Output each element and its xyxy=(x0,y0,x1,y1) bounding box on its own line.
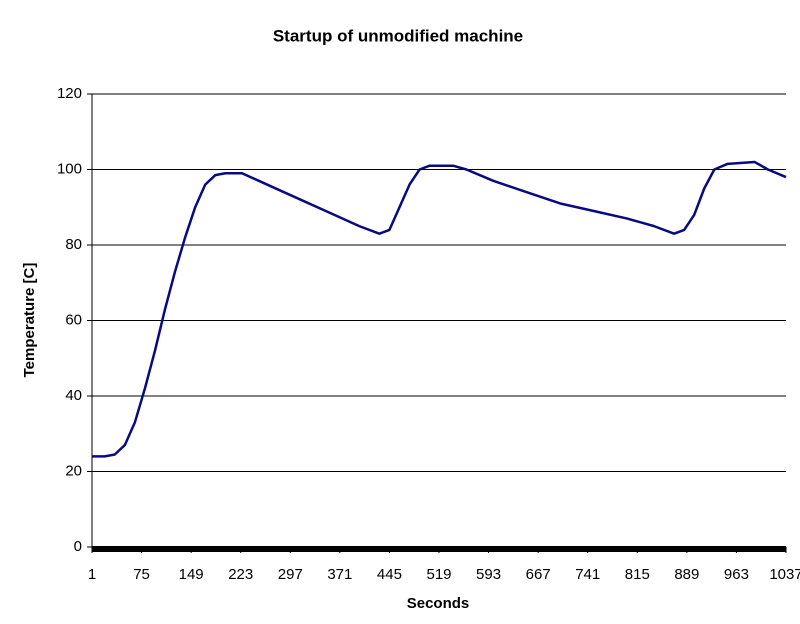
chart-title: Startup of unmodified machine xyxy=(273,26,523,45)
x-tick-label: 889 xyxy=(674,566,699,583)
y-tick-label: 0 xyxy=(74,538,82,555)
x-tick-label: 519 xyxy=(426,566,451,583)
y-tick-label: 80 xyxy=(65,236,82,253)
data-line xyxy=(92,160,787,458)
y-axis-label: Temperature [C] xyxy=(21,263,38,378)
y-tick-label: 20 xyxy=(65,462,82,479)
x-tick-label: 963 xyxy=(724,566,749,583)
x-tick-label: 1037 xyxy=(769,566,800,583)
x-tick-label: 1 xyxy=(88,566,96,583)
x-tick-label: 741 xyxy=(575,566,600,583)
x-tick-label: 371 xyxy=(327,566,352,583)
x-tick-label: 223 xyxy=(228,566,253,583)
y-tick-label: 60 xyxy=(65,311,82,328)
y-tick-label: 40 xyxy=(65,387,82,404)
x-tick-label: 297 xyxy=(278,566,303,583)
x-tick-label: 445 xyxy=(377,566,402,583)
x-tick-label: 667 xyxy=(526,566,551,583)
y-tick-label: 100 xyxy=(57,160,82,177)
x-tick-label: 593 xyxy=(476,566,501,583)
x-tick-label: 75 xyxy=(133,566,150,583)
y-tick-label: 120 xyxy=(57,85,82,102)
x-tick-label: 149 xyxy=(179,566,204,583)
x-tick-label: 815 xyxy=(625,566,650,583)
x-axis-label: Seconds xyxy=(407,595,470,612)
